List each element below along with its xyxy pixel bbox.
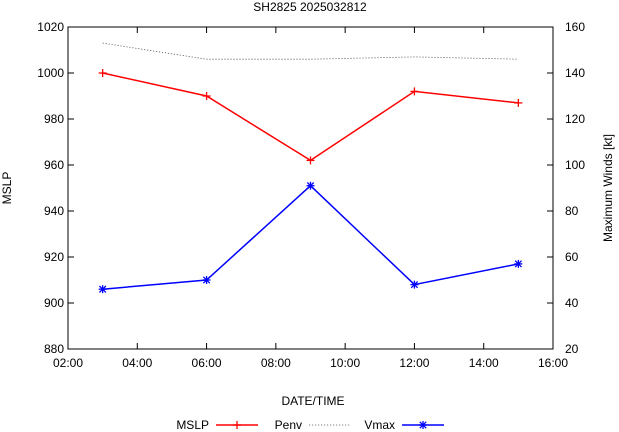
data-point-vmax (202, 276, 211, 284)
data-point-mslp (306, 156, 315, 165)
x-tick-label: 16:00 (538, 356, 568, 370)
x-tick-label: 12:00 (399, 356, 429, 370)
data-point-vmax (410, 280, 419, 289)
y2-tick-label: 140 (565, 66, 585, 80)
y2-tick-label: 120 (565, 112, 585, 126)
series-line-mslp (102, 72, 519, 162)
legend: MSLP Penv Vmax (176, 418, 444, 432)
y-tick-label: 920 (44, 250, 64, 264)
y-axis-right: 20 40 60 80 100 120 140 160 (547, 20, 585, 356)
legend-label-vmax: Vmax (364, 418, 395, 432)
x-tick-label: 04:00 (122, 356, 152, 370)
y2-tick-label: 60 (565, 250, 579, 264)
y2-tick-label: 100 (565, 158, 585, 172)
x-axis: 02:00 04:00 06:00 08:00 10:00 12:00 14:00 16:00 (53, 27, 568, 370)
plot-frame (67, 26, 554, 350)
x-tick-label: 08:00 (261, 356, 291, 370)
y-tick-label: 960 (44, 158, 64, 172)
y2-tick-label: 40 (565, 296, 579, 310)
legend-marker-mslp (233, 421, 241, 429)
y-tick-label: 900 (44, 296, 64, 310)
y-tick-label: 940 (44, 204, 64, 218)
legend-label-mslp: MSLP (176, 418, 209, 432)
y-tick-label: 1000 (37, 66, 64, 80)
series-layer (98, 42, 523, 294)
y2-tick-label: 160 (565, 20, 585, 34)
x-tick-label: 06:00 (192, 356, 222, 370)
y-tick-label: 1020 (37, 20, 64, 34)
x-tick-label: 02:00 (53, 356, 83, 370)
y-tick-label: 980 (44, 112, 64, 126)
chart-title: SH2825 2025032812 (253, 0, 367, 14)
y-tick-label: 880 (44, 342, 64, 356)
data-point-vmax (306, 181, 315, 190)
x-tick-label: 10:00 (330, 356, 360, 370)
data-point-vmax (98, 285, 107, 294)
y2-axis-label: Maximum Winds [kt] (601, 134, 615, 242)
y2-tick-label: 20 (565, 342, 579, 356)
series-line-penv (102, 42, 519, 60)
x-tick-label: 14:00 (469, 356, 499, 370)
legend-marker-vmax (419, 421, 427, 429)
y-axis-left: 880 900 920 940 960 980 1000 1020 (37, 20, 74, 356)
y-axis-label: MSLP (0, 172, 14, 205)
series-line-vmax (102, 184, 519, 290)
y2-tick-label: 80 (565, 204, 579, 218)
data-point-mslp (98, 69, 107, 77)
data-point-mslp (514, 98, 523, 107)
data-point-mslp (202, 92, 211, 100)
data-point-vmax (514, 259, 523, 268)
x-axis-label: DATE/TIME (281, 394, 344, 408)
legend-label-penv: Penv (275, 418, 302, 432)
data-point-mslp (410, 87, 419, 96)
